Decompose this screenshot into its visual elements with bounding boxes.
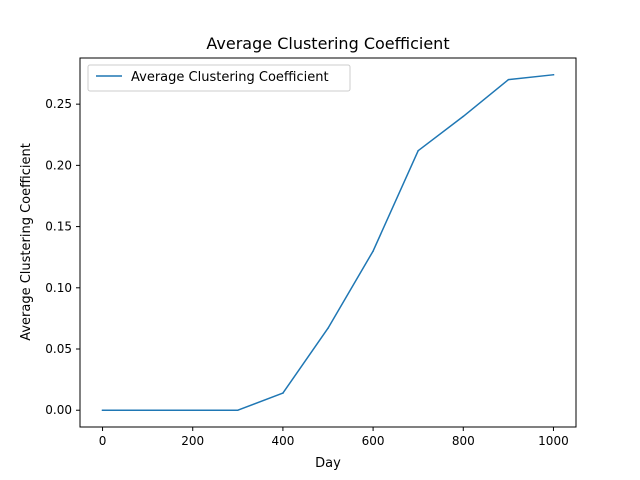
y-axis-label: Average Clustering Coefficient <box>19 143 34 341</box>
legend-entry-label: Average Clustering Coefficient <box>131 70 329 85</box>
x-tick-label: 600 <box>362 434 385 448</box>
series-layer <box>101 73 555 411</box>
legend: Average Clustering Coefficient <box>87 64 351 92</box>
y-tick-label: 0.25 <box>45 97 72 111</box>
data-point <box>462 115 465 118</box>
axes-frame <box>79 57 577 428</box>
y-tick-label: 0.15 <box>45 220 72 234</box>
data-point <box>282 392 284 394</box>
data-point <box>146 409 149 411</box>
chart-title: Average Clustering Coefficient <box>206 34 449 53</box>
y-tick-label: 0.00 <box>45 403 72 417</box>
data-point <box>417 149 419 152</box>
data-point <box>372 250 374 252</box>
data-point <box>507 78 510 81</box>
axes-spines <box>79 57 577 428</box>
y-tick-label: 0.10 <box>45 281 72 295</box>
x-tick-label: 0 <box>99 434 107 448</box>
x-tick-label: 400 <box>271 434 294 448</box>
data-point <box>237 409 239 411</box>
x-tick-label: 800 <box>452 434 475 448</box>
x-axis-label: Day <box>315 456 341 471</box>
y-axis-ticks: 0.00 0.05 0.10 0.15 0.20 0.25 <box>45 97 80 417</box>
data-point <box>101 409 104 411</box>
y-tick-label: 0.20 <box>45 158 72 172</box>
plot-background <box>80 58 576 427</box>
data-point <box>552 74 555 76</box>
x-axis-ticks: 0 200 400 600 800 1000 <box>99 427 569 448</box>
x-tick-label: 200 <box>181 434 204 448</box>
data-point <box>327 327 329 329</box>
x-tick-label: 1000 <box>538 434 569 448</box>
y-tick-label: 0.05 <box>45 342 72 356</box>
legend-box <box>87 64 351 92</box>
plot-area <box>80 58 576 427</box>
data-point <box>191 409 194 411</box>
